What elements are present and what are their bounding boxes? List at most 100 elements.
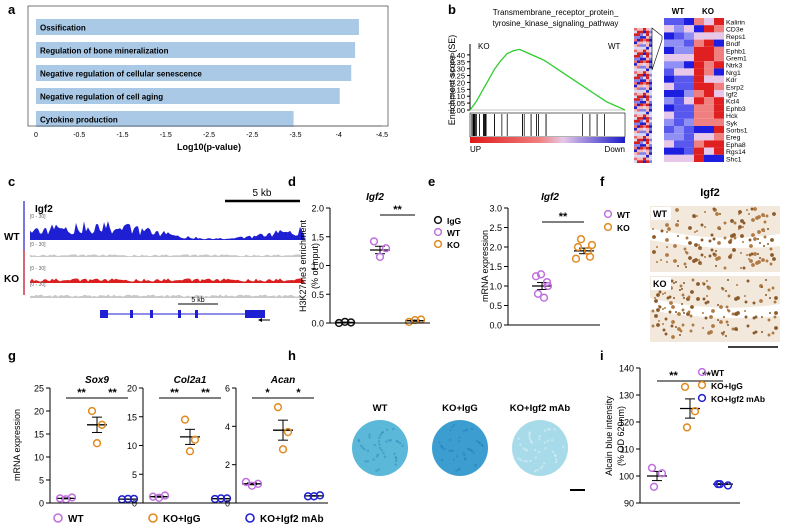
b-overview-cell — [640, 65, 643, 69]
b-heatmap-cell — [674, 18, 684, 26]
b-heatmap-cell — [704, 111, 714, 119]
f-stained-cell — [692, 214, 696, 218]
e-y-tick-label: 1.5 — [489, 262, 502, 272]
g2-data-point — [241, 477, 251, 487]
f-stained-cell — [673, 282, 675, 284]
b-overview-cell — [640, 117, 643, 120]
b-overview-cell — [640, 109, 643, 112]
b-enrichment-line — [469, 48, 626, 111]
c-scale-label: 5 kb — [253, 188, 272, 199]
b-heatmap-cell — [674, 154, 684, 162]
h-well-texture — [468, 448, 471, 451]
h-well-texture — [366, 460, 370, 463]
b-overview-cell — [634, 98, 637, 101]
b-overview-cell — [649, 90, 652, 93]
b-overview-cell — [634, 87, 637, 91]
h-well-texture — [480, 443, 483, 447]
b-overview-cell — [646, 28, 649, 31]
c-inner-scale-label: 5 kb — [191, 297, 204, 304]
h-well-texture — [357, 440, 361, 443]
g0-data-point — [129, 494, 139, 504]
b-heatmap-cell — [694, 90, 704, 98]
g2-data-point — [315, 491, 325, 500]
h-well-label: KO+IgG — [442, 403, 478, 414]
b-overview-cell — [649, 57, 652, 61]
f-stained-cell — [769, 262, 773, 266]
b-heatmap-cell — [674, 46, 684, 54]
b-overview-cell — [643, 114, 646, 118]
h-well-texture — [363, 447, 366, 451]
b-heatmap-cell — [694, 25, 704, 33]
i-y-tick-label: 130 — [619, 391, 634, 401]
b-overview-cell — [646, 55, 649, 58]
h-well-texture — [466, 447, 470, 450]
g0-y-tick-label: 10 — [34, 453, 44, 463]
b-overview-cell — [646, 136, 649, 139]
b-heatmap-cell — [664, 154, 674, 162]
b-overview-cell — [649, 127, 652, 131]
b-gene-label: Bndf — [726, 41, 740, 48]
i-y-tick-label: 110 — [620, 445, 634, 455]
b-overview-cell — [646, 63, 649, 66]
h-well-texture — [452, 423, 456, 427]
b-overview-cell — [643, 157, 646, 161]
b-overview-cell — [640, 149, 643, 153]
f-tissue-gap — [650, 298, 780, 318]
b-overview-cell — [649, 119, 652, 123]
b-overview-cell — [634, 30, 637, 34]
f-stained-cell — [668, 310, 672, 314]
b-overview-cell — [637, 157, 640, 161]
g0-data-point — [97, 420, 107, 429]
e-y-axis-label: mRNA expression — [480, 230, 490, 302]
g1-data-point — [190, 435, 200, 444]
e-y-tick-label: 1.0 — [489, 282, 502, 292]
g1-data-point — [210, 494, 220, 504]
f-stained-cell — [740, 234, 744, 238]
h-well-texture — [448, 449, 451, 453]
f-stained-cell — [759, 299, 763, 303]
c-exon — [178, 310, 181, 318]
b-heatmap-cell — [694, 46, 704, 54]
h-well-texture — [449, 429, 452, 432]
b-overview-cell — [643, 138, 646, 142]
h-well-texture — [380, 431, 384, 435]
i-legend-label: KO+IgG — [711, 381, 743, 391]
i-y-tick-label: 100 — [619, 472, 634, 482]
f-stained-cell — [719, 213, 721, 215]
h-well-texture — [398, 441, 402, 445]
b-overview-cell — [646, 90, 649, 93]
f-stained-cell — [774, 326, 778, 330]
b-overview-cell — [640, 44, 643, 47]
f-stained-cell — [658, 290, 662, 294]
b-overview-cell — [646, 30, 649, 34]
f-stained-cell — [681, 308, 685, 312]
b-overview-cell — [643, 73, 646, 77]
g2-data-point — [253, 479, 263, 488]
c-exon — [150, 310, 153, 318]
b-gene-label: Kalirin — [726, 20, 745, 27]
i-y-tick-label: 140 — [619, 364, 634, 374]
b-heatmap-cell — [684, 126, 694, 134]
b-gene-label: Rgs14 — [726, 149, 746, 156]
f-stained-cell — [677, 265, 679, 267]
f-stained-cell — [666, 231, 668, 233]
f-stained-cell — [767, 243, 769, 245]
f-stained-cell — [683, 297, 685, 299]
a-x-tick-label: -2.5 — [246, 132, 258, 139]
f-stained-cell — [774, 311, 778, 315]
b-heatmap-cell — [714, 68, 724, 76]
h-well-texture — [366, 449, 370, 452]
panel-label-g: g — [8, 348, 16, 363]
f-stained-cell — [753, 237, 757, 241]
b-overview-cell — [640, 55, 643, 58]
b-overview-cell — [640, 38, 643, 42]
b-right-label: WT — [608, 42, 621, 51]
b-overview-cell — [643, 57, 646, 61]
b-overview-cell — [649, 114, 652, 118]
i-y-tick-label: 90 — [624, 499, 634, 509]
h-well-texture — [530, 441, 534, 444]
h-well-texture — [481, 444, 484, 448]
f-stained-cell — [688, 226, 692, 230]
b-heatmap-cell — [704, 154, 714, 162]
b-gene-label: Ntrk3 — [726, 63, 742, 70]
